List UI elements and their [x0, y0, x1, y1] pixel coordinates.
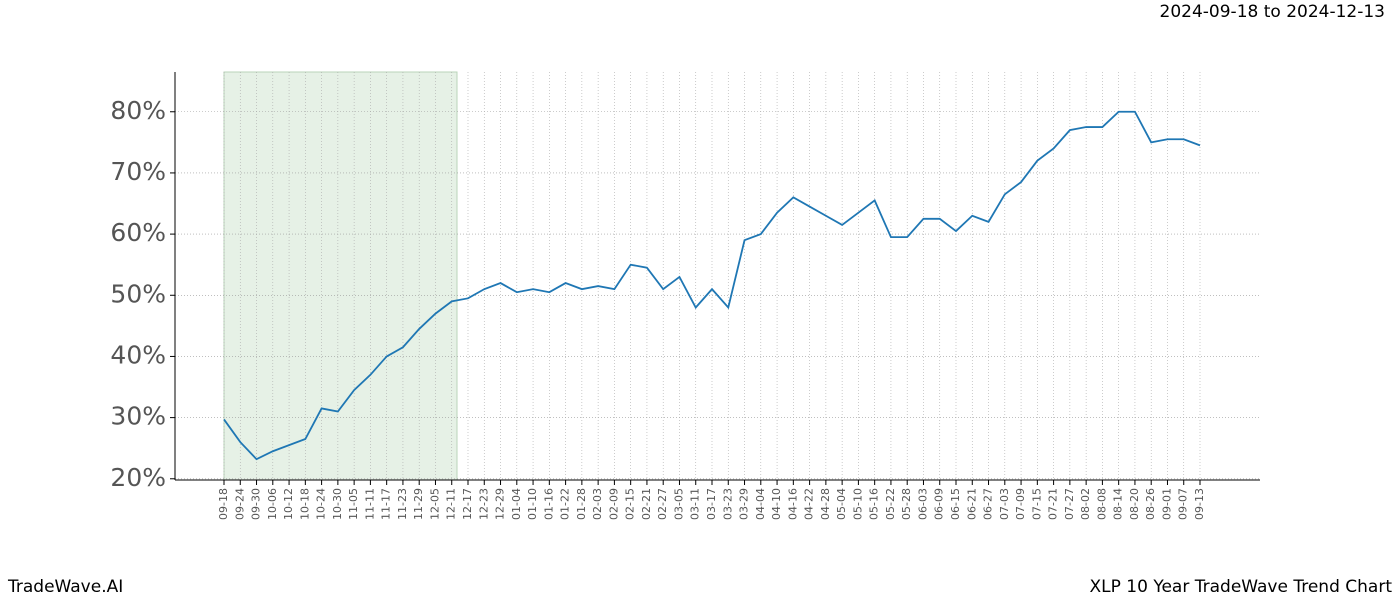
x-tick-label: 01-04 [510, 488, 523, 520]
x-tick-label: 11-29 [412, 488, 425, 520]
x-tick-label: 07-03 [998, 488, 1011, 520]
x-tick-label: 04-16 [786, 488, 799, 520]
x-tick-label: 12-29 [494, 488, 507, 520]
x-tick-label: 01-22 [559, 488, 572, 520]
x-tick-label: 11-17 [380, 488, 393, 520]
y-tick-label: 30% [110, 402, 166, 431]
x-tick-label: 07-27 [1063, 488, 1076, 520]
y-tick-label: 80% [110, 96, 166, 125]
x-tick-label: 06-21 [965, 488, 978, 520]
x-tick-label: 01-28 [575, 488, 588, 520]
x-tick-label: 06-27 [982, 488, 995, 520]
x-tick-label: 05-04 [835, 488, 848, 520]
x-tick-label: 07-15 [1030, 488, 1043, 520]
trend-line [223, 110, 1201, 461]
x-tick-label: 08-26 [1144, 488, 1157, 520]
footer-title: XLP 10 Year TradeWave Trend Chart [1090, 577, 1393, 597]
x-tick-label: 02-09 [607, 488, 620, 520]
x-tick-label: 03-05 [672, 488, 685, 520]
x-tick-label: 09-30 [250, 488, 263, 520]
x-tick-label: 09-07 [1177, 488, 1190, 520]
x-tick-label: 03-29 [738, 488, 751, 520]
x-tick-label: 10-30 [331, 488, 344, 520]
x-tick-label: 03-23 [721, 488, 734, 520]
y-tick-label: 20% [110, 463, 166, 492]
x-tick-label: 07-09 [1014, 488, 1027, 520]
x-tick-label: 06-09 [933, 488, 946, 520]
x-tick-label: 04-04 [754, 488, 767, 520]
x-tick-label: 02-27 [656, 488, 669, 520]
x-tick-label: 02-21 [640, 488, 653, 520]
x-tick-label: 09-13 [1193, 488, 1206, 520]
x-tick-label: 01-16 [542, 488, 555, 520]
x-tick-label: 05-10 [851, 488, 864, 520]
x-tick-label: 03-17 [705, 488, 718, 520]
x-tick-label: 12-05 [428, 488, 441, 520]
x-tick-label: 10-06 [266, 488, 279, 520]
x-tick-label: 12-17 [461, 488, 474, 520]
y-tick-label: 50% [110, 279, 166, 308]
x-tick-label: 04-28 [819, 488, 832, 520]
x-tick-label: 05-16 [868, 488, 881, 520]
x-tick-label: 08-02 [1079, 488, 1092, 520]
x-tick-label: 04-10 [770, 488, 783, 520]
x-tick-label: 06-15 [949, 488, 962, 520]
y-tick-label: 60% [110, 218, 166, 247]
y-tick-label: 40% [110, 340, 166, 369]
x-tick-label: 07-21 [1047, 488, 1060, 520]
x-tick-label: 09-01 [1160, 488, 1173, 520]
x-tick-label: 01-10 [526, 488, 539, 520]
x-tick-label: 12-11 [445, 488, 458, 520]
x-tick-label: 12-23 [477, 488, 490, 520]
x-tick-label: 08-08 [1095, 488, 1108, 520]
x-tick-label: 08-14 [1112, 488, 1125, 520]
y-tick-label: 70% [110, 157, 166, 186]
x-tick-label: 02-15 [624, 488, 637, 520]
x-tick-label: 02-03 [591, 488, 604, 520]
x-tick-label: 10-24 [315, 488, 328, 520]
x-tick-label: 11-11 [363, 488, 376, 520]
grid [175, 72, 1260, 480]
x-tick-label: 05-28 [900, 488, 913, 520]
x-tick-label: 11-23 [396, 488, 409, 520]
footer-brand: TradeWave.AI [7, 577, 123, 597]
x-tick-label: 09-24 [233, 488, 246, 520]
date-range: 2024-09-18 to 2024-12-13 [1160, 2, 1385, 22]
x-tick-label: 10-18 [298, 488, 311, 520]
x-tick-label: 10-12 [282, 488, 295, 520]
x-tick-label: 03-11 [689, 488, 702, 520]
x-tick-label: 05-22 [884, 488, 897, 520]
x-tick-label: 11-05 [347, 488, 360, 520]
x-tick-label: 09-18 [217, 488, 230, 520]
x-tick-label: 04-22 [803, 488, 816, 520]
highlight-span [223, 71, 458, 481]
x-tick-label: 06-03 [916, 488, 929, 520]
x-tick-label: 08-20 [1128, 488, 1141, 520]
